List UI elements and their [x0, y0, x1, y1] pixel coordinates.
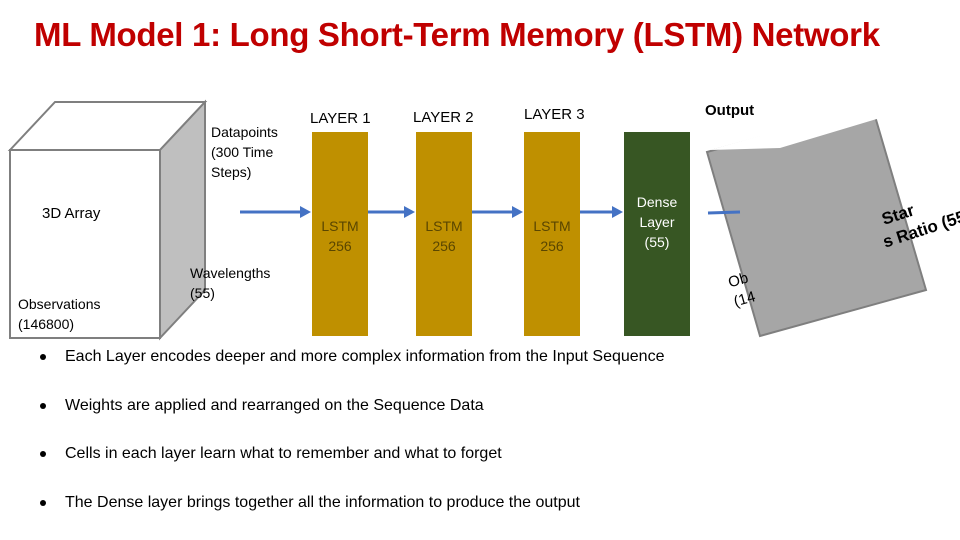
datapoints-line-2: (300 Time [211, 144, 274, 160]
lstm-2-units: 256 [432, 238, 456, 254]
bullet-text: Each Layer encodes deeper and more compl… [65, 348, 665, 365]
arrow-input-to-layer1-head [300, 206, 311, 218]
lstm-2-text: LSTM 256 [416, 216, 472, 256]
bullet-text: Weights are applied and rearranged on th… [65, 396, 484, 414]
lstm-3-name: LSTM [533, 218, 571, 234]
lstm-1-text: LSTM 256 [312, 216, 368, 256]
arrow-layer3-to-dense-head [612, 206, 623, 218]
bullet-item: The Dense layer brings together all the … [40, 491, 664, 515]
observations-line-1: Observations [18, 296, 101, 312]
bullet-dot-icon [40, 354, 46, 360]
cube-label: 3D Array [42, 205, 101, 222]
lstm-1-units: 256 [328, 238, 352, 254]
bullet-item: Cells in each layer learn what to rememb… [40, 442, 664, 466]
lstm-layer-2-block [416, 132, 472, 336]
observations-label: Observations (146800) [18, 294, 100, 334]
arrow-layer1-to-layer2-head [404, 206, 415, 218]
lstm-1-name: LSTM [321, 218, 359, 234]
lstm-3-text: LSTM 256 [524, 216, 580, 256]
bullet-dot-icon [40, 499, 46, 506]
flow-arrows [240, 206, 741, 218]
wavelengths-label: Wavelengths (55) [190, 263, 270, 303]
datapoints-label: Datapoints (300 Time Steps) [211, 122, 278, 182]
bullet-dot-icon [40, 402, 46, 409]
lstm-layer-1-block [312, 132, 368, 336]
arrow-layer2-to-layer3-head [512, 206, 523, 218]
layer-3-header: LAYER 3 [524, 106, 585, 123]
datapoints-line-1: Datapoints [211, 124, 278, 140]
dense-line-1: Dense [636, 194, 678, 210]
arrow-dense-to-output [707, 210, 741, 215]
bullet-item: Each Layer encodes deeper and more compl… [40, 345, 664, 369]
wavelengths-line-2: (55) [190, 285, 215, 301]
bullet-text: The Dense layer brings together all the … [65, 493, 580, 511]
bullet-dot-icon [40, 451, 46, 457]
dense-text: Dense Layer (55) [624, 192, 690, 252]
lstm-2-name: LSTM [425, 218, 463, 234]
bullet-text: Cells in each layer learn what to rememb… [65, 445, 502, 462]
lstm-3-units: 256 [540, 238, 564, 254]
layer-2-header: LAYER 2 [413, 109, 474, 126]
dense-line-3: (55) [644, 234, 670, 250]
datapoints-line-3: Steps) [211, 164, 252, 180]
bullet-list: Each Layer encodes deeper and more compl… [40, 345, 664, 539]
cube-front-face [9, 149, 161, 339]
input-cube [7, 99, 208, 341]
output-block [705, 100, 940, 338]
lstm-layer-3-block [524, 132, 580, 336]
observations-line-2: (146800) [18, 316, 75, 332]
layer-1-header: LAYER 1 [310, 110, 371, 127]
wavelengths-line-1: Wavelengths [190, 265, 271, 281]
dense-line-2: Layer [639, 214, 675, 230]
page-title: ML Model 1: Long Short-Term Memory (LSTM… [34, 16, 880, 53]
bullet-item: Weights are applied and rearranged on th… [40, 394, 664, 418]
dense-layer-block [624, 132, 690, 336]
output-label: Output [705, 102, 755, 119]
